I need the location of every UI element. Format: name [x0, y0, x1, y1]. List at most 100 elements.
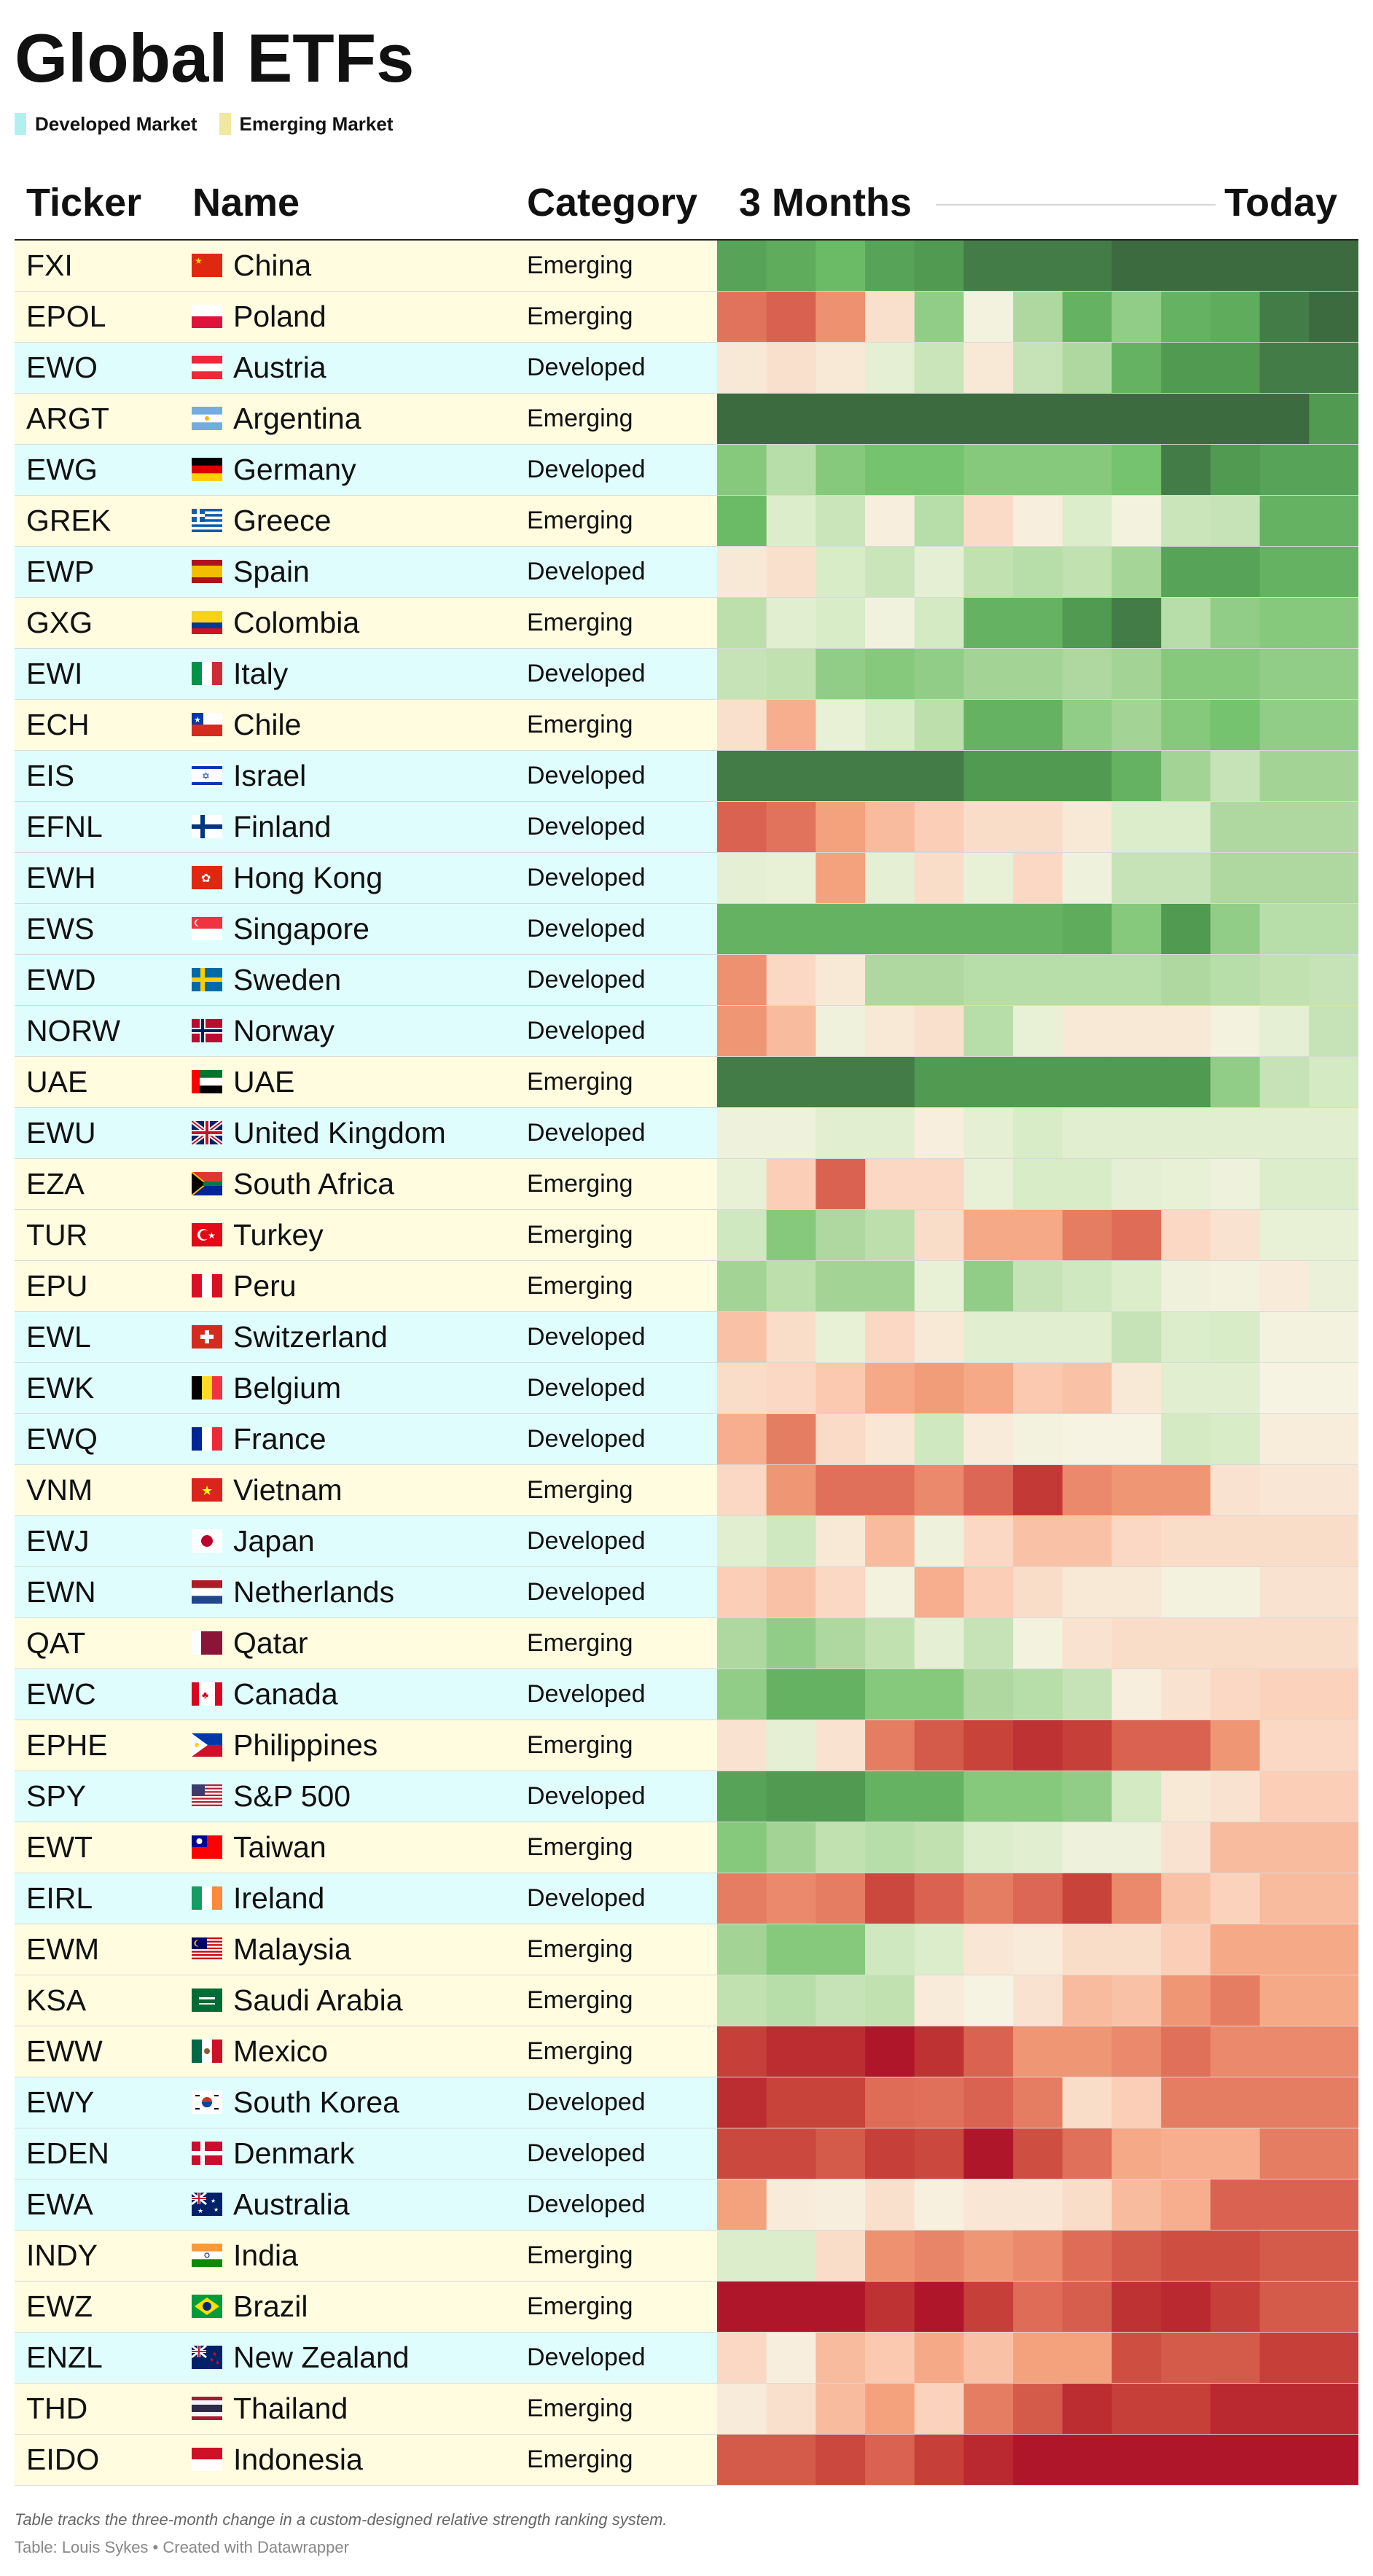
heatmap-cell: [1259, 1261, 1310, 1311]
heatmap-cell: [1062, 2282, 1113, 2332]
heatmap-cell: [766, 1312, 816, 1362]
heatmap-cell: [766, 1159, 816, 1209]
table-row[interactable]: KSA Saudi Arabia Emerging: [15, 1975, 1358, 2026]
table-row[interactable]: EWZ Brazil Emerging: [15, 2282, 1358, 2333]
heatmap-cell: [1111, 802, 1162, 852]
table-row[interactable]: EZA South Africa Emerging: [15, 1159, 1358, 1210]
heatmap-cell: [1111, 1465, 1162, 1515]
heatmap-cell: [1062, 649, 1113, 699]
table-row[interactable]: GXG Colombia Emerging: [15, 598, 1358, 649]
table-row[interactable]: UAE UAE Emerging: [15, 1057, 1358, 1108]
heatmap-cell: [914, 2128, 965, 2179]
heatmap-cell: [865, 1618, 915, 1668]
heatmap-cell: [1161, 2230, 1211, 2281]
flag-ae-icon: [192, 1070, 222, 1094]
ticker-cell: EWP: [26, 555, 95, 588]
heatmap-cell: [963, 598, 1014, 648]
heatmap-cell: [1309, 2128, 1358, 2179]
table-row[interactable]: EWJ Japan Developed: [15, 1516, 1358, 1567]
table-row[interactable]: GREK Greece Emerging: [15, 496, 1358, 547]
heatmap-cell: [1013, 2384, 1063, 2434]
table-row[interactable]: SPY S&P 500 Developed: [15, 1771, 1358, 1822]
table-row[interactable]: EIRL Ireland Developed: [15, 1873, 1358, 1924]
name-cell: Switzerland: [233, 1320, 388, 1354]
table-row[interactable]: EWY South Korea Developed: [15, 2077, 1358, 2128]
heatmap-cell: [766, 1873, 816, 1924]
name-cell: Australia: [233, 2187, 350, 2221]
table-row[interactable]: VNM ★ Vietnam Emerging: [15, 1465, 1358, 1516]
heatmap-cell: [1013, 547, 1063, 597]
table-row[interactable]: EPOL Poland Emerging: [15, 292, 1358, 343]
ticker-cell: GXG: [26, 606, 93, 639]
table-row[interactable]: EWA ★ ★ ★ Australia Developed: [15, 2179, 1358, 2230]
table-row[interactable]: EWG Germany Developed: [15, 445, 1358, 496]
heatmap-cell: [717, 343, 767, 393]
table-row[interactable]: EWM Malaysia Emerging: [15, 1924, 1358, 1975]
name-cell: Singapore: [233, 912, 369, 945]
legend-developed-swatch: [15, 113, 26, 135]
table-row[interactable]: EWC ♣ Canada Developed: [15, 1669, 1358, 1720]
heatmap-cell: [1062, 1210, 1113, 1260]
table-row[interactable]: EWP Spain Developed: [15, 547, 1358, 598]
table-row[interactable]: EWS Singapore Developed: [15, 904, 1358, 955]
column-header-category[interactable]: Category: [527, 181, 698, 225]
table-row[interactable]: EIS ✡ Israel Developed: [15, 751, 1358, 802]
ticker-cell: THD: [26, 2392, 88, 2425]
table-row[interactable]: EWO Austria Developed: [15, 343, 1358, 394]
table-row[interactable]: THD Thailand Emerging: [15, 2384, 1358, 2435]
category-cell: Emerging: [527, 2241, 633, 2269]
heatmap-cell: [1062, 1618, 1113, 1668]
name-cell: Vietnam: [233, 1473, 343, 1507]
table-row[interactable]: EWT Taiwan Emerging: [15, 1822, 1358, 1873]
table-row[interactable]: EWQ France Developed: [15, 1414, 1358, 1465]
heatmap-cell: [1161, 649, 1211, 699]
table-row[interactable]: EPU Peru Emerging: [15, 1261, 1358, 1312]
table-row[interactable]: EDEN Denmark Developed: [15, 2128, 1358, 2179]
flag-ie-icon: [192, 1886, 223, 1910]
table-row[interactable]: ARGT Argentina Emerging: [15, 394, 1358, 445]
table-row[interactable]: INDY India Emerging: [15, 2230, 1358, 2282]
table-row[interactable]: QAT Qatar Emerging: [15, 1618, 1358, 1669]
table-row[interactable]: EWI Italy Developed: [15, 649, 1358, 700]
column-header-ticker[interactable]: Ticker: [26, 181, 142, 225]
heatmap-cell: [766, 853, 816, 903]
table-row[interactable]: EWW Mexico Emerging: [15, 2026, 1358, 2077]
heatmap-cell: [1062, 1363, 1113, 1413]
heatmap-cell: [815, 1720, 866, 1771]
column-header-name[interactable]: Name: [192, 181, 300, 225]
flag-fr-icon: [192, 1427, 223, 1451]
table-row[interactable]: EFNL Finland Developed: [15, 802, 1358, 853]
table-row[interactable]: ENZL ★ ★ ★ New Zealand Developed: [15, 2333, 1358, 2384]
table-row[interactable]: EWH ✿ Hong Kong Developed: [15, 853, 1358, 904]
table-row[interactable]: EPHE Philippines Emerging: [15, 1720, 1358, 1771]
table-row[interactable]: TUR ★ Turkey Emerging: [15, 1210, 1358, 1261]
flag-gb-icon: [190, 1119, 224, 1147]
heatmap-cell: [1210, 2230, 1261, 2281]
table-row[interactable]: EIDO Indonesia Emerging: [15, 2435, 1358, 2486]
heatmap-cell: [1111, 1618, 1162, 1668]
heatmap-cell: [914, 2077, 965, 2128]
heatmap-cell: [1210, 904, 1261, 954]
table-row[interactable]: ECH ★ Chile Emerging: [15, 700, 1358, 751]
table-row[interactable]: EWD Sweden Developed: [15, 955, 1358, 1006]
heatmap-cell: [1161, 547, 1211, 597]
heatmap-cell: [766, 700, 816, 750]
name-cell: Hong Kong: [233, 861, 383, 894]
heatmap-cell: [1210, 802, 1261, 852]
table-row[interactable]: EWN Netherlands Developed: [15, 1567, 1358, 1618]
heatmap-cell: [914, 2333, 965, 2383]
table-row[interactable]: FXI ★ China Emerging: [15, 241, 1358, 292]
heatmap-cell: [865, 1873, 915, 1924]
heatmap-cell: [1062, 1108, 1113, 1158]
table-row[interactable]: EWK Belgium Developed: [15, 1363, 1358, 1414]
table-row[interactable]: EWL Switzerland Developed: [15, 1312, 1358, 1363]
heatmap-cell: [1210, 598, 1261, 648]
flag-us-icon: [192, 1784, 222, 1808]
heatmap-cell: [717, 955, 767, 1005]
name-cell: Saudi Arabia: [233, 1983, 403, 2017]
heatmap-cell: [865, 2077, 915, 2128]
table-row[interactable]: NORW Norway Developed: [15, 1006, 1358, 1057]
table-row[interactable]: EWU United Kingdom Developed: [15, 1108, 1358, 1159]
heatmap-cell: [1062, 904, 1113, 954]
heatmap-cell: [1062, 700, 1113, 750]
